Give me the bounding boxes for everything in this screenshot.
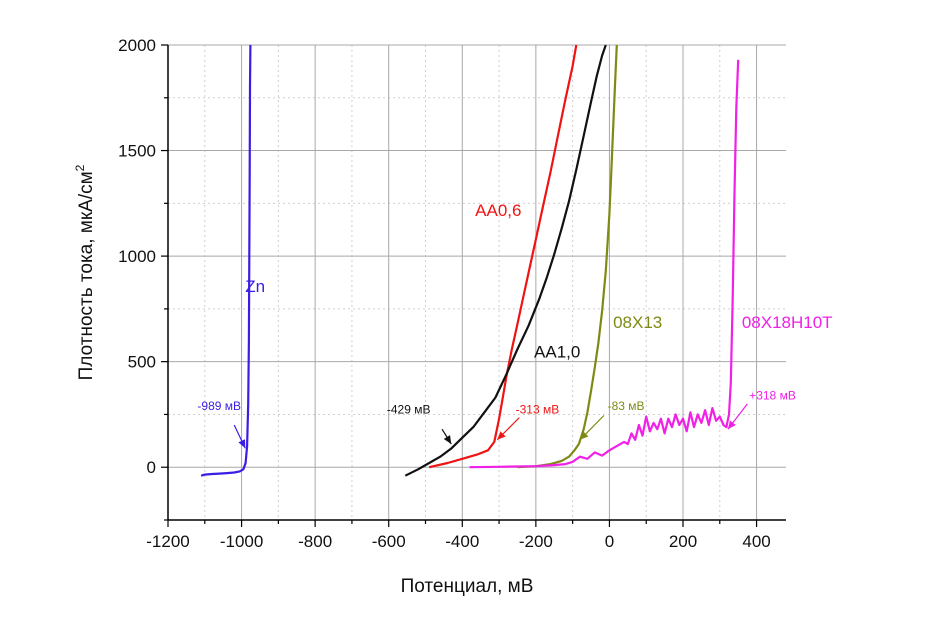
series-line: [200, 44, 252, 477]
arrow-head-icon: [580, 431, 589, 440]
arrow-head-icon: [238, 439, 246, 449]
y-axis-title-text: Плотность тока, мкА/см: [76, 171, 97, 380]
x-tick-label: -1000: [220, 532, 263, 551]
x-tick-label: 200: [669, 532, 697, 551]
arrow-head-icon: [727, 420, 736, 430]
series-line: [469, 59, 740, 469]
y-tick-label: 1000: [118, 247, 156, 266]
x-tick-label: 400: [742, 532, 770, 551]
y-tick-label: 1500: [118, 142, 156, 161]
series-label: АА0,6: [475, 201, 521, 220]
series-label: Zn: [245, 277, 265, 296]
annotation-label: -429 мВ: [387, 402, 431, 416]
x-tick-label: -600: [372, 532, 406, 551]
annotation-label: -83 мВ: [608, 399, 645, 413]
y-axis-title-superscript: 2: [73, 164, 87, 171]
axes: -1200 -1000 -800 -600 -400 -200 0 200 400 0 500 100…: [118, 36, 786, 551]
annotation-label: -989 мВ: [197, 399, 241, 413]
x-axis-title: Потенциал, мВ: [401, 576, 534, 597]
y-tick-label: 2000: [118, 36, 156, 55]
series-line: [404, 44, 607, 477]
y-axis-title: Плотность тока, мкА/см2: [73, 164, 97, 380]
series-label: 08Х13: [613, 313, 662, 332]
x-tick-label: -800: [298, 532, 332, 551]
series-label: АА1,0: [534, 342, 580, 361]
series-label: 08Х18Н10Т: [742, 313, 833, 332]
arrow-head-icon: [443, 435, 452, 444]
series-line: [517, 44, 618, 469]
y-tick-label: 500: [128, 353, 156, 372]
annotation-label: +318 мВ: [749, 389, 796, 403]
x-tick-label: -1200: [146, 532, 189, 551]
annotations-group: -989 мВ -429 мВ -313 мВ -83 мВ +318 мВ: [197, 389, 796, 449]
x-tick-label: 0: [605, 532, 614, 551]
x-tick-label: -400: [445, 532, 479, 551]
annotation-label: -313 мВ: [516, 402, 560, 416]
arrow-head-icon: [497, 431, 506, 440]
series-line: [428, 44, 578, 469]
y-tick-label: 0: [147, 458, 156, 477]
series-group: Zn АА0,6 АА1,0 08Х13 08Х18Н10Т: [200, 44, 833, 477]
x-tick-label: -200: [519, 532, 553, 551]
